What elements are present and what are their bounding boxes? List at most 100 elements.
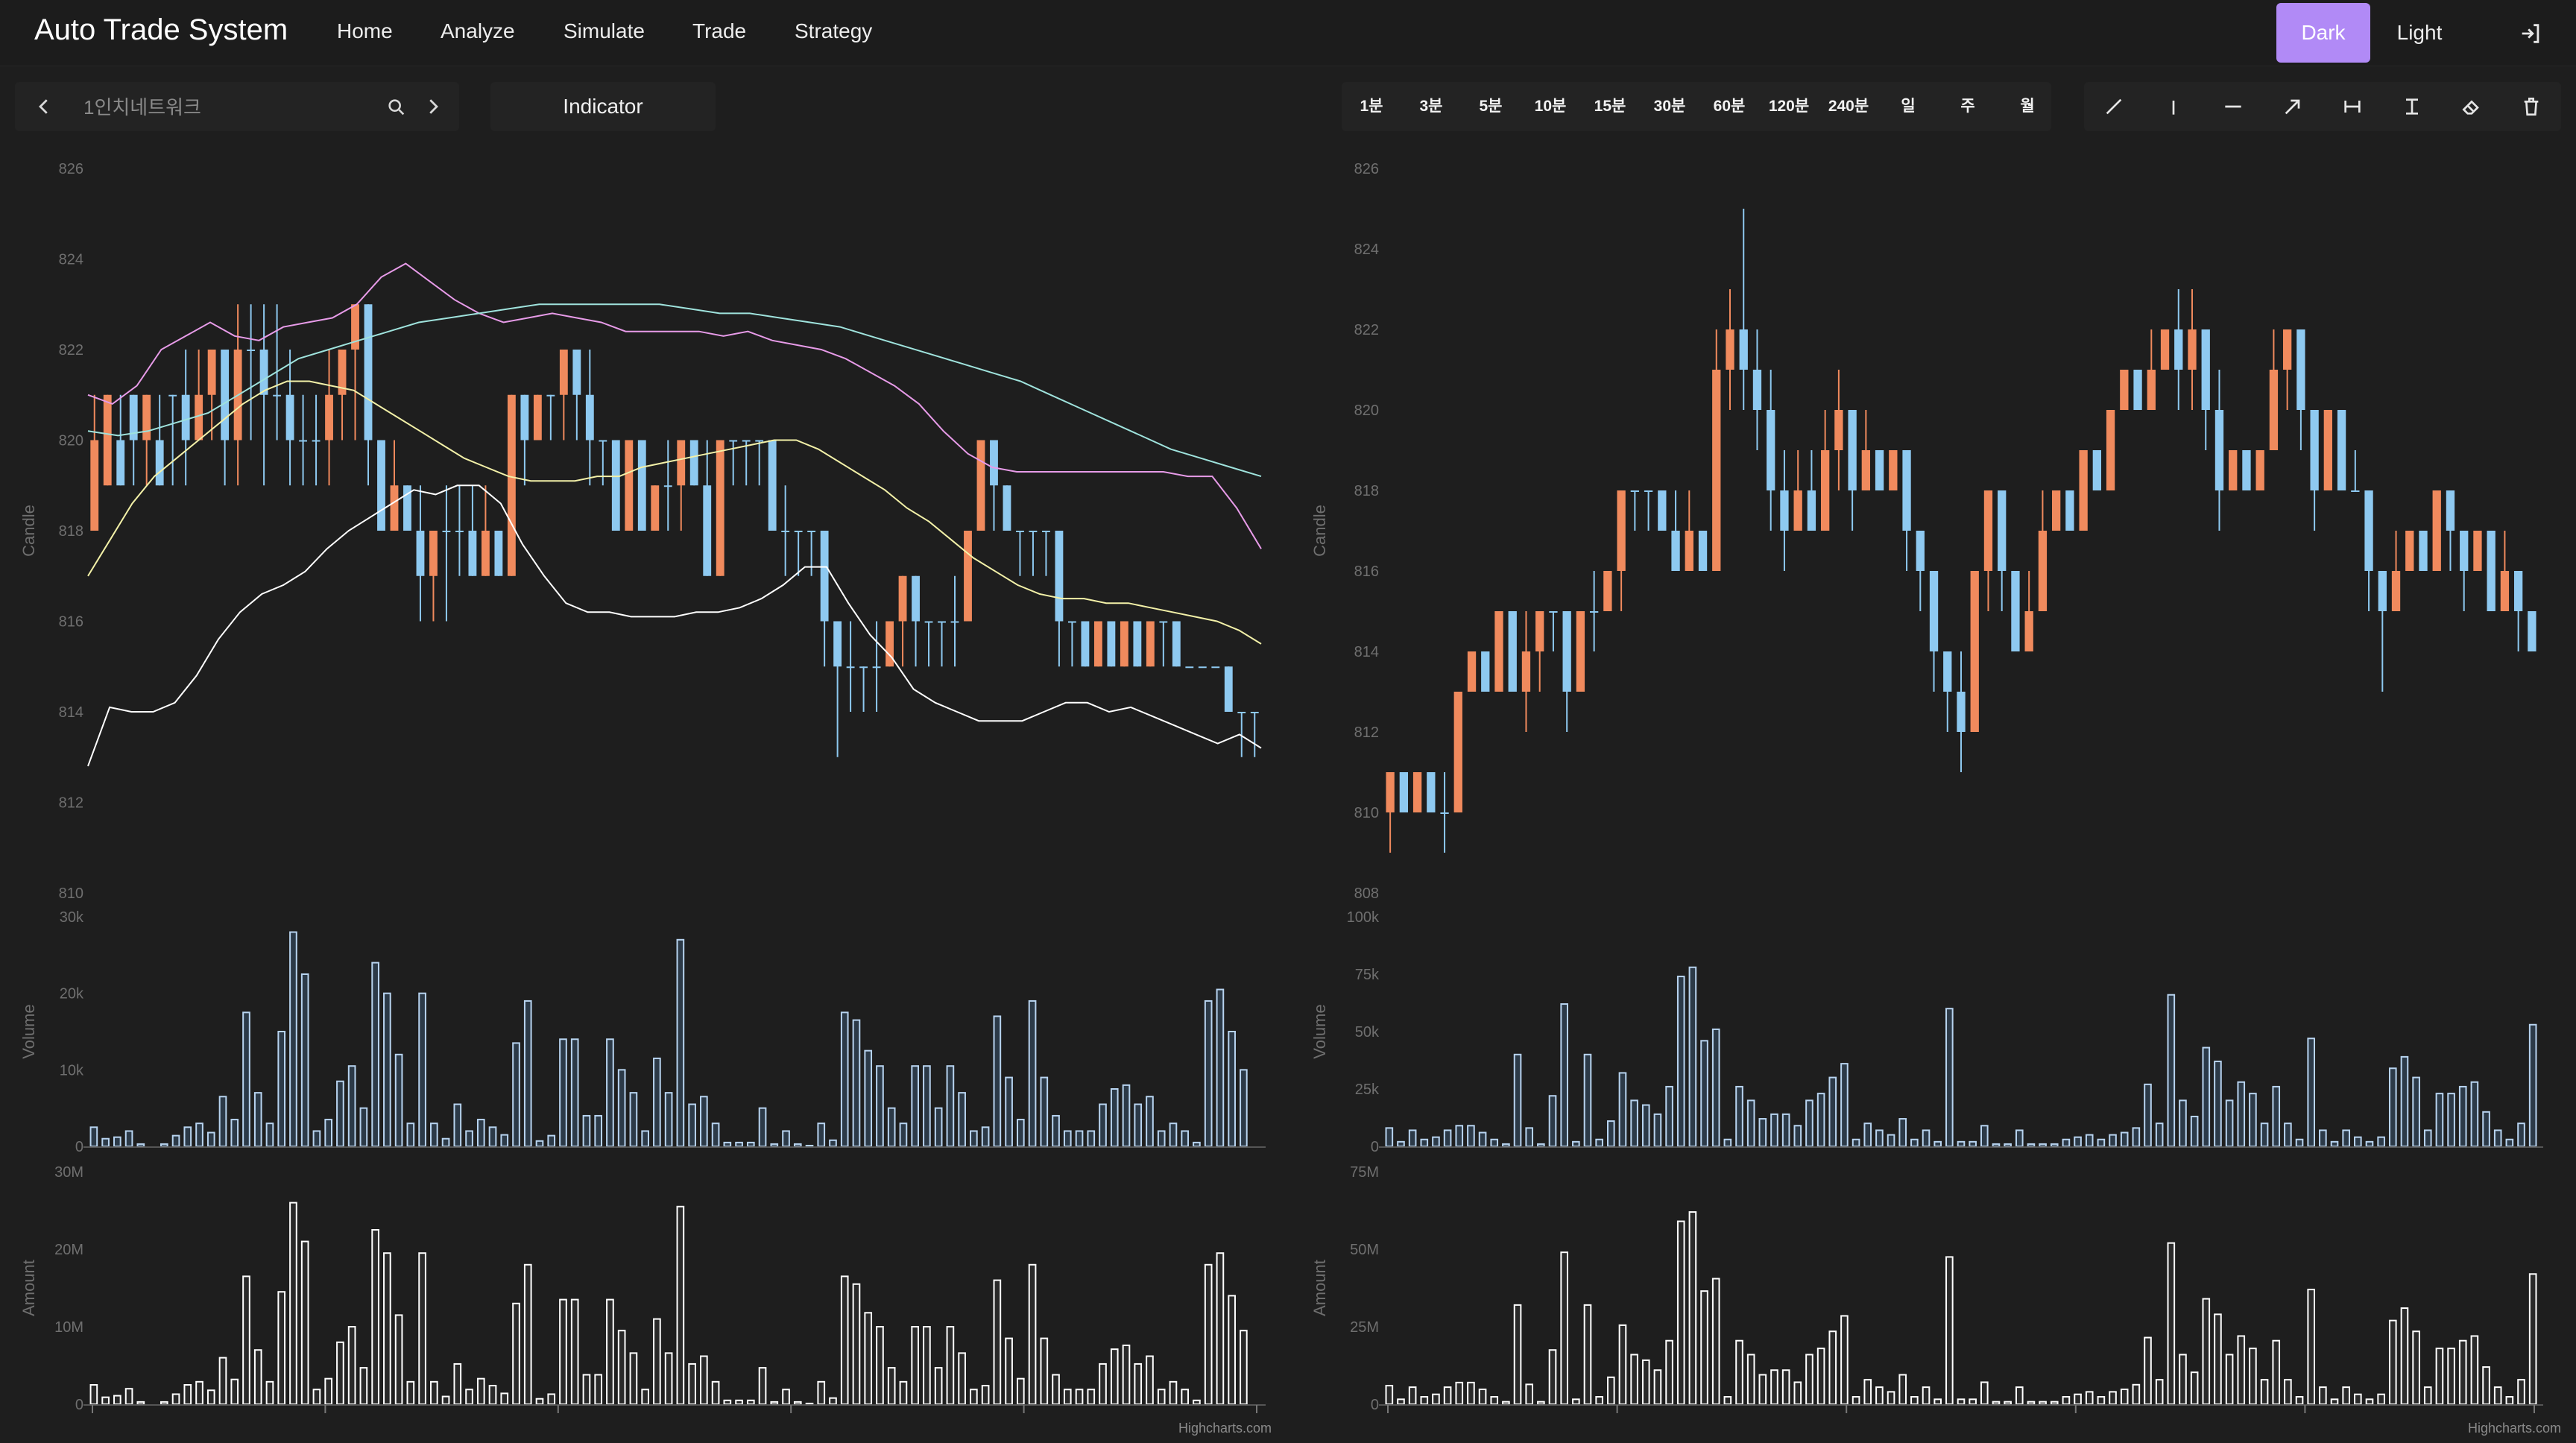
amount-bar <box>300 1240 309 1405</box>
candle-body <box>129 394 138 441</box>
period-day[interactable]: 일 <box>1901 98 1916 115</box>
indicator-button[interactable]: Indicator <box>490 82 716 131</box>
volume-bar <box>2179 1099 2187 1148</box>
volume-bar <box>2319 1129 2327 1147</box>
candle-axis-tick: 822 <box>59 342 83 359</box>
amount-bar <box>1606 1376 1615 1405</box>
period-60m[interactable]: 60분 <box>1713 98 1746 115</box>
period-15m[interactable]: 15분 <box>1594 98 1626 115</box>
volume-bar <box>970 1130 978 1148</box>
candle-axis-tick: 808 <box>1354 885 1379 902</box>
theme-light-button[interactable]: Light <box>2396 21 2443 44</box>
period-1m[interactable]: 1분 <box>1360 98 1383 115</box>
right-price-chart[interactable]: 808 810 812 814 816 818 820 822 824 826 Candle 0 25k… <box>1294 149 2576 1443</box>
candle-body <box>1793 490 1802 531</box>
period-5m[interactable]: 5분 <box>1479 98 1503 115</box>
volume-bar <box>946 1065 955 1147</box>
chevron-right-icon[interactable] <box>422 95 444 118</box>
trash-icon[interactable] <box>2519 95 2543 119</box>
volume-bar <box>101 1137 110 1147</box>
amount-bar <box>1052 1374 1060 1405</box>
amount-bar <box>1781 1369 1790 1405</box>
volume-bar <box>418 992 426 1147</box>
candle-body <box>2255 450 2264 490</box>
amount-bar <box>934 1367 943 1405</box>
candle-body <box>1549 611 1558 613</box>
amount-bar <box>911 1326 919 1405</box>
candle-body <box>1133 621 1142 667</box>
amount-bar <box>1980 1381 1989 1405</box>
theme-dark-button[interactable]: Dark <box>2276 3 2370 63</box>
volume-bar <box>770 1143 779 1148</box>
horizontal-line-icon[interactable] <box>2221 95 2245 119</box>
candle-body <box>1508 611 1517 692</box>
amount-bar <box>735 1399 743 1406</box>
chevron-left-icon[interactable] <box>33 95 55 118</box>
period-10m[interactable]: 10분 <box>1534 98 1567 115</box>
volume-bar <box>1922 1129 1931 1147</box>
amount-bar <box>770 1401 779 1406</box>
menu-trade[interactable]: Trade <box>692 19 747 42</box>
volume-bar <box>1181 1130 1190 1148</box>
amount-bar <box>688 1363 696 1406</box>
amount-bar <box>899 1380 908 1405</box>
amount-bar <box>371 1229 379 1405</box>
menu-analyze[interactable]: Analyze <box>441 19 515 42</box>
amount-bar <box>1816 1348 1825 1405</box>
candle-body <box>1889 450 1898 490</box>
volume-bar <box>2085 1134 2094 1147</box>
volume-bar <box>1204 1000 1213 1148</box>
menu-home[interactable]: Home <box>337 19 393 42</box>
volume-bar <box>2470 1081 2479 1148</box>
volume-bar <box>993 1015 1002 1148</box>
period-120m[interactable]: 120분 <box>1768 98 1810 115</box>
volume-bar <box>465 1130 473 1148</box>
volume-axis-tick: 30k <box>60 909 84 926</box>
volume-bar <box>1887 1134 1895 1147</box>
candle-body <box>455 531 464 532</box>
candle-axis-tick: 824 <box>59 252 83 268</box>
volume-bar <box>2517 1122 2525 1147</box>
search-icon[interactable] <box>386 97 407 118</box>
line-tool-icon[interactable] <box>2102 95 2126 119</box>
menu-strategy[interactable]: Strategy <box>795 19 873 42</box>
amount-bar <box>1630 1354 1638 1405</box>
period-month[interactable]: 월 <box>2020 98 2035 115</box>
amount-bar <box>805 1402 814 1405</box>
candle-body <box>1107 621 1116 667</box>
arrow-line-icon[interactable] <box>2281 95 2305 119</box>
menu-simulate[interactable]: Simulate <box>564 19 645 42</box>
period-week[interactable]: 주 <box>1960 98 1975 115</box>
range-vertical-icon[interactable] <box>2400 95 2424 119</box>
volume-bar <box>1957 1140 1966 1147</box>
candle-body <box>833 621 842 667</box>
candle-axis-tick: 814 <box>59 704 83 721</box>
candle-body <box>377 440 385 531</box>
range-horizontal-icon[interactable] <box>2340 95 2364 119</box>
amount-bar <box>1688 1211 1697 1405</box>
amount-bar <box>359 1367 368 1405</box>
left-price-chart[interactable]: 810 812 814 816 818 820 822 824 826 Candle 0 10k 20k… <box>0 149 1288 1443</box>
period-240m[interactable]: 240분 <box>1828 98 1869 115</box>
amount-bar <box>1146 1355 1154 1406</box>
symbol-search-input[interactable] <box>82 91 368 124</box>
candle-body <box>1589 611 1599 613</box>
period-30m[interactable]: 30분 <box>1653 98 1686 115</box>
period-3m[interactable]: 3분 <box>1419 98 1443 115</box>
candle-body <box>1943 651 1952 692</box>
logout-icon[interactable] <box>2518 21 2543 46</box>
amount-bar <box>1793 1381 1802 1405</box>
amount-bar <box>2458 1339 2467 1405</box>
period-selector: 1분 3분 5분 10분 15분 30분 60분 120분 240분 일 주 월 <box>1342 82 2051 131</box>
eraser-icon[interactable] <box>2460 95 2484 119</box>
vertical-line-icon[interactable] <box>2162 95 2185 119</box>
candle-body <box>964 531 972 622</box>
bb_lower-line <box>87 484 1262 767</box>
candle-body <box>1916 531 1925 571</box>
amount-bar <box>1665 1339 1673 1405</box>
volume-bar <box>981 1126 990 1148</box>
candle-body <box>1712 370 1721 571</box>
amount-bar <box>336 1341 344 1406</box>
candle-body <box>2174 329 2183 370</box>
volume-bar <box>2307 1038 2316 1147</box>
